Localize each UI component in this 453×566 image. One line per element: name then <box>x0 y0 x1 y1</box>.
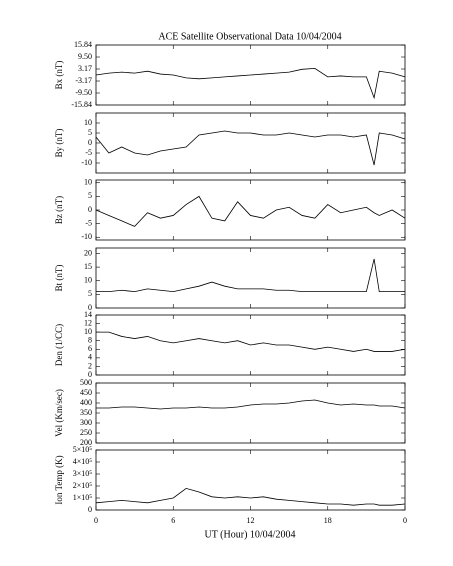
y-axis-label: Vel (Km/sec) <box>54 389 64 437</box>
y-tick-label: 5 <box>88 128 92 137</box>
y-tick-label: 0 <box>88 370 92 379</box>
y-tick-label: 0 <box>88 138 92 147</box>
y-tick-label: 10 <box>84 178 92 187</box>
y-tick-label: 10 <box>84 118 92 127</box>
y-axis-label: Bt (nT) <box>54 265 64 292</box>
y-tick-label: 2 <box>88 361 92 370</box>
y-tick-label: 10 <box>84 276 92 285</box>
y-tick-label: 8 <box>88 336 92 345</box>
x-tick-label: 6 <box>171 516 175 525</box>
data-line <box>95 487 406 506</box>
y-tick-label: 3.17 <box>78 64 92 73</box>
y-tick-label: 4×10⁵ <box>73 457 93 466</box>
y-tick-label: 1×10⁵ <box>73 493 93 502</box>
plot-frame <box>95 449 406 511</box>
x-tick-label: 12 <box>247 516 255 525</box>
data-line <box>95 67 406 100</box>
y-tick-label: 15 <box>84 262 92 271</box>
y-tick-label: 0 <box>88 505 92 514</box>
y-tick-label: 10 <box>84 327 92 336</box>
y-tick-label: -15.84 <box>71 100 92 109</box>
y-axis-label: By (nT) <box>54 129 64 158</box>
y-axis-label: Ion Temp (K) <box>54 455 64 504</box>
y-tick-label: 5×10⁵ <box>73 445 93 454</box>
y-tick-label: -5 <box>85 218 92 227</box>
y-tick-label: 200 <box>80 438 92 447</box>
plot-frame <box>95 382 406 444</box>
data-line <box>96 258 405 293</box>
data-line <box>95 195 406 227</box>
x-axis-label: UT (Hour) 10/04/2004 <box>205 529 296 540</box>
y-tick-label: 450 <box>80 388 92 397</box>
y-tick-label: 350 <box>80 408 92 417</box>
data-line <box>96 399 406 410</box>
y-tick-label: 9.50 <box>78 52 92 61</box>
y-tick-label: 6 <box>88 344 92 353</box>
data-line <box>96 331 406 352</box>
y-tick-label: 250 <box>80 428 92 437</box>
x-tick-label: 0 <box>94 516 98 525</box>
plot-frame <box>95 179 406 241</box>
y-tick-label: 500 <box>80 378 92 387</box>
y-tick-label: -5 <box>85 148 92 157</box>
y-tick-label: -3.17 <box>75 76 92 85</box>
y-tick-label: 0 <box>88 205 92 214</box>
y-tick-label: 20 <box>84 248 92 257</box>
y-tick-label: 400 <box>80 398 92 407</box>
x-tick-label: 0 <box>403 516 407 525</box>
y-axis-label: Bx (nT) <box>54 61 64 90</box>
plot-frame <box>95 247 406 309</box>
data-line <box>95 130 406 166</box>
y-tick-label: 0 <box>88 303 92 312</box>
y-tick-label: 15.84 <box>74 40 92 49</box>
y-tick-label: -9.50 <box>75 88 92 97</box>
y-tick-label: 5 <box>88 289 92 298</box>
chart-title: ACE Satellite Observational Data 10/04/2… <box>158 31 341 42</box>
y-tick-label: 5 <box>88 191 92 200</box>
x-tick-label: 18 <box>324 516 332 525</box>
plot-frame <box>95 112 406 174</box>
y-axis-label: Bz (nT) <box>54 196 64 224</box>
y-tick-label: 300 <box>80 418 92 427</box>
y-tick-label: 3×10⁵ <box>73 469 93 478</box>
y-tick-label: 12 <box>84 318 92 327</box>
y-axis-label: Den (1/CC) <box>54 324 64 366</box>
y-tick-label: 14 <box>84 310 92 319</box>
y-tick-label: 4 <box>88 353 92 362</box>
y-tick-label: -10 <box>81 158 92 167</box>
y-tick-label: 2×10⁵ <box>73 481 93 490</box>
y-tick-label: -10 <box>81 232 92 241</box>
